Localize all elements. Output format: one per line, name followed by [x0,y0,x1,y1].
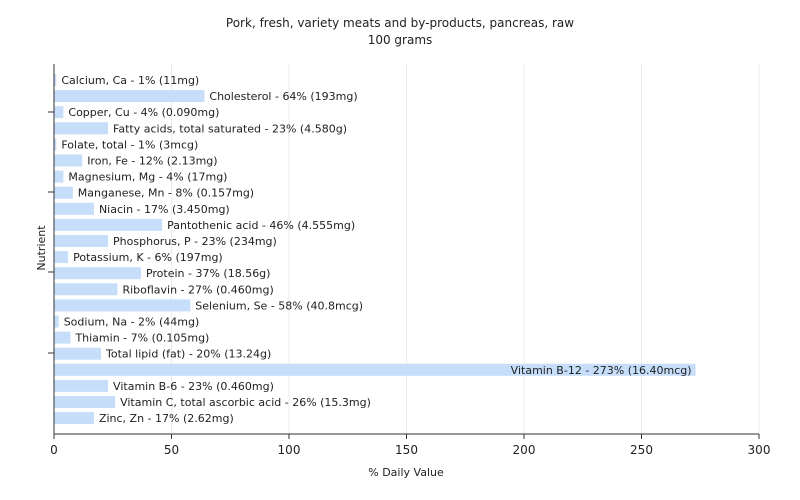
x-tick-label: 200 [513,443,536,457]
bars: Calcium, Ca - 1% (11mg) Cholesterol - 64%… [54,74,696,425]
data-label: Copper, Cu - 4% (0.090mg) [68,106,219,119]
data-label: Vitamin B-6 - 23% (0.460mg) [113,380,274,393]
data-label: Phosphorus, P - 23% (234mg) [113,235,277,248]
bar [54,412,94,425]
x-tick-label: 50 [164,443,179,457]
data-label: Riboflavin - 27% (0.460mg) [122,283,273,296]
chart-subtitle: 100 grams [368,33,433,47]
bar [54,379,109,392]
bar [54,218,163,231]
bar [54,235,109,247]
bar [54,90,205,103]
data-label: Vitamin B-12 - 273% (16.40mcg) [511,364,692,377]
data-label: Cholesterol - 64% (193mg) [209,90,357,103]
data-label: Zinc, Zn - 17% (2.62mg) [99,412,234,425]
bar [54,283,118,296]
bar [54,396,116,408]
bar [54,138,57,151]
bar [54,251,69,264]
chart-title: Pork, fresh, variety meats and by-produc… [226,16,574,30]
axes: 0 50 100 150 200 250 300 [48,64,770,457]
bar [54,106,64,119]
data-label: Fatty acids, total saturated - 23% (4.58… [113,122,347,135]
data-label: Niacin - 17% (3.450mg) [99,203,230,216]
data-label: Manganese, Mn - 8% (0.157mg) [78,187,254,200]
bar [54,315,59,328]
bar [54,122,109,135]
bar [54,202,94,215]
data-label: Iron, Fe - 12% (2.13mg) [87,155,217,168]
data-label: Protein - 37% (18.56g) [146,267,271,280]
x-tick-label: 150 [395,443,418,457]
data-label: Folate, total - 1% (3mcg) [61,138,198,151]
bar [54,267,141,280]
bar [54,299,191,312]
bar [54,154,83,167]
bar [54,186,73,199]
bar [54,74,57,86]
x-tick-label: 250 [630,443,653,457]
x-axis-label: % Daily Value [368,466,444,479]
data-label: Sodium, Na - 2% (44mg) [64,316,200,329]
data-label: Calcium, Ca - 1% (11mg) [61,74,199,87]
data-label: Thiamin - 7% (0.105mg) [74,332,209,345]
x-tick-label: 0 [50,443,58,457]
data-label: Pantothenic acid - 46% (4.555mg) [167,219,355,232]
bar [54,347,101,360]
grid [171,64,760,434]
bar [54,331,71,344]
data-label: Magnesium, Mg - 4% (17mg) [68,171,227,184]
x-tick-label: 300 [748,443,771,457]
bar [54,170,64,183]
data-label: Vitamin C, total ascorbic acid - 26% (15… [120,396,371,409]
bar [54,363,696,376]
y-axis-label: Nutrient [35,225,48,271]
data-label: Potassium, K - 6% (197mg) [73,251,223,264]
data-label: Selenium, Se - 58% (40.8mcg) [195,299,363,312]
data-label: Total lipid (fat) - 20% (13.24g) [105,348,271,361]
x-tick-label: 100 [278,443,301,457]
